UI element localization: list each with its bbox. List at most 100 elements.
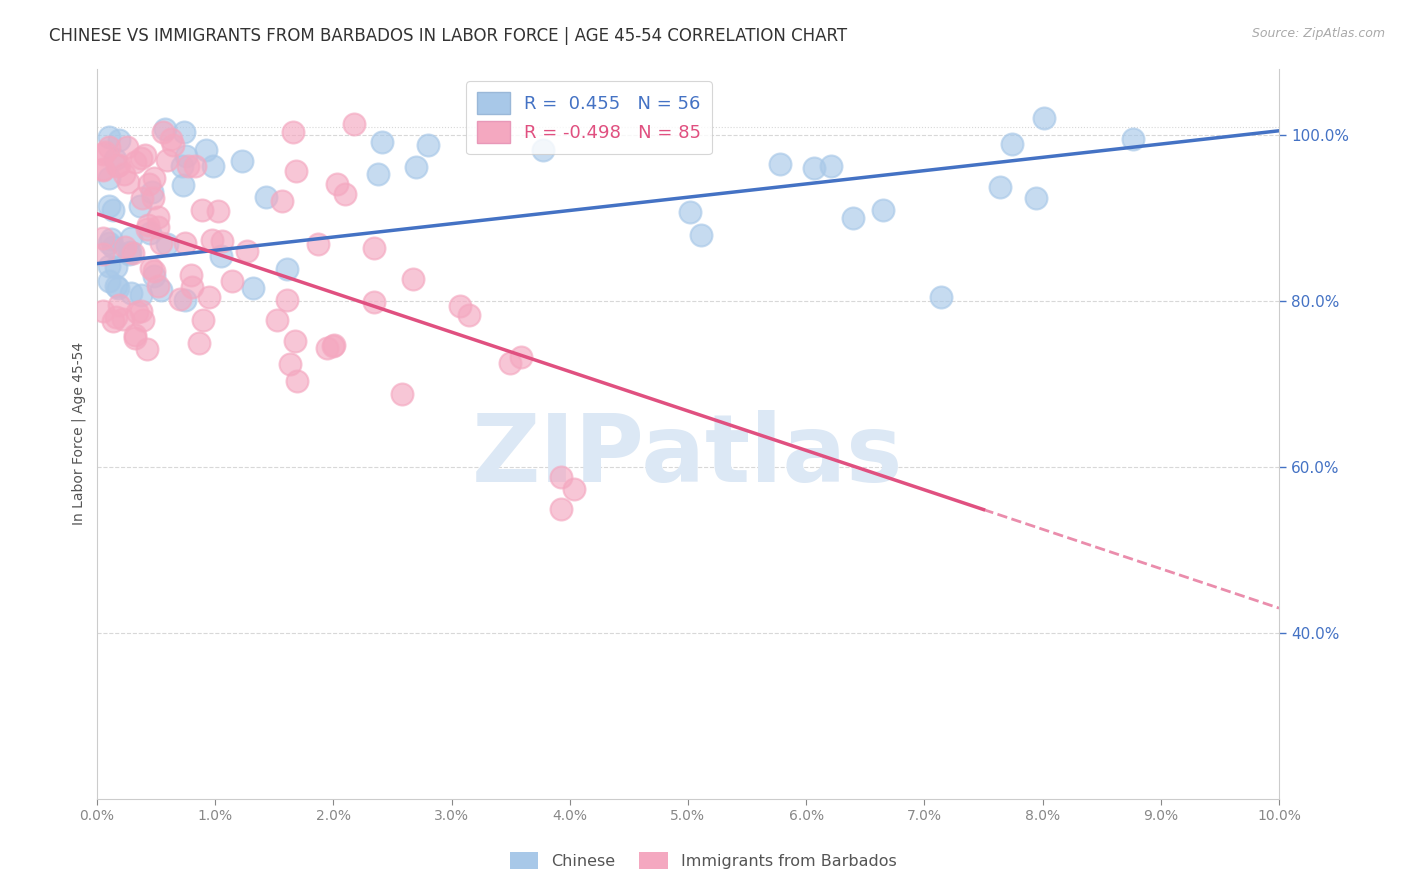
- Point: [148, 279, 170, 293]
- Point: [103, 152, 125, 166]
- Point: [872, 203, 894, 218]
- Point: [108, 133, 131, 147]
- Point: [193, 313, 215, 327]
- Point: [120, 286, 142, 301]
- Point: [202, 159, 225, 173]
- Point: [531, 143, 554, 157]
- Point: [284, 334, 307, 349]
- Point: [91, 162, 114, 177]
- Point: [231, 154, 253, 169]
- Text: ZIPatlas: ZIPatlas: [472, 409, 904, 501]
- Point: [931, 289, 953, 303]
- Legend: Chinese, Immigrants from Barbados: Chinese, Immigrants from Barbados: [503, 846, 903, 875]
- Point: [134, 148, 156, 162]
- Point: [101, 239, 124, 253]
- Point: [143, 171, 166, 186]
- Point: [111, 312, 134, 326]
- Point: [129, 304, 152, 318]
- Point: [98, 236, 121, 251]
- Point: [94, 145, 117, 159]
- Point: [211, 234, 233, 248]
- Point: [170, 159, 193, 173]
- Point: [510, 350, 533, 364]
- Point: [104, 278, 127, 293]
- Point: [124, 331, 146, 345]
- Point: [180, 280, 202, 294]
- Point: [172, 178, 194, 193]
- Point: [124, 154, 146, 169]
- Point: [100, 232, 122, 246]
- Point: [333, 186, 356, 201]
- Point: [101, 203, 124, 218]
- Point: [173, 125, 195, 139]
- Point: [322, 338, 344, 352]
- Point: [105, 159, 128, 173]
- Point: [820, 159, 842, 173]
- Point: [132, 313, 155, 327]
- Point: [112, 167, 135, 181]
- Point: [499, 355, 522, 369]
- Point: [97, 140, 120, 154]
- Point: [142, 191, 165, 205]
- Point: [679, 204, 702, 219]
- Point: [141, 186, 163, 200]
- Point: [405, 160, 427, 174]
- Point: [1025, 191, 1047, 205]
- Point: [769, 157, 792, 171]
- Point: [156, 153, 179, 167]
- Point: [281, 125, 304, 139]
- Point: [188, 335, 211, 350]
- Point: [276, 261, 298, 276]
- Point: [550, 501, 572, 516]
- Point: [91, 247, 114, 261]
- Point: [367, 167, 389, 181]
- Point: [91, 231, 114, 245]
- Point: [150, 283, 173, 297]
- Point: [156, 237, 179, 252]
- Point: [1032, 112, 1054, 126]
- Point: [104, 310, 127, 324]
- Point: [97, 130, 120, 145]
- Text: CHINESE VS IMMIGRANTS FROM BARBADOS IN LABOR FORCE | AGE 45-54 CORRELATION CHART: CHINESE VS IMMIGRANTS FROM BARBADOS IN L…: [49, 27, 848, 45]
- Legend: R =  0.455   N = 56, R = -0.498   N = 85: R = 0.455 N = 56, R = -0.498 N = 85: [467, 81, 711, 154]
- Point: [122, 246, 145, 260]
- Point: [370, 136, 392, 150]
- Point: [307, 236, 329, 251]
- Y-axis label: In Labor Force | Age 45-54: In Labor Force | Age 45-54: [72, 343, 86, 525]
- Point: [458, 308, 481, 322]
- Point: [254, 190, 277, 204]
- Point: [1001, 136, 1024, 151]
- Point: [125, 305, 148, 319]
- Point: [184, 159, 207, 173]
- Point: [276, 293, 298, 307]
- Point: [1122, 132, 1144, 146]
- Point: [363, 294, 385, 309]
- Point: [271, 194, 294, 209]
- Point: [401, 272, 423, 286]
- Point: [91, 304, 114, 318]
- Point: [236, 244, 259, 259]
- Point: [174, 236, 197, 251]
- Point: [191, 202, 214, 217]
- Point: [391, 387, 413, 401]
- Point: [162, 137, 184, 152]
- Point: [107, 158, 129, 172]
- Point: [153, 122, 176, 136]
- Point: [418, 138, 440, 153]
- Point: [117, 174, 139, 188]
- Point: [143, 269, 166, 284]
- Point: [118, 244, 141, 259]
- Point: [149, 236, 172, 251]
- Point: [107, 281, 129, 295]
- Point: [326, 177, 349, 191]
- Point: [176, 149, 198, 163]
- Point: [194, 144, 217, 158]
- Point: [136, 218, 159, 232]
- Point: [91, 161, 114, 176]
- Point: [207, 204, 229, 219]
- Point: [316, 341, 339, 355]
- Point: [562, 482, 585, 496]
- Point: [97, 274, 120, 288]
- Point: [135, 342, 157, 356]
- Point: [322, 338, 344, 352]
